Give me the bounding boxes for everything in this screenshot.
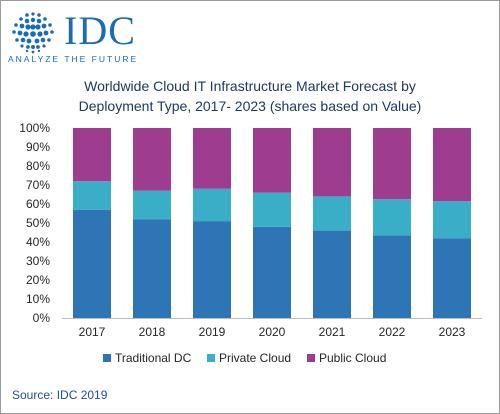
y-tick-label: 90% bbox=[26, 140, 50, 154]
logo-wordmark: IDC bbox=[64, 8, 136, 53]
bar-private-cloud bbox=[133, 190, 171, 220]
bar-private-cloud bbox=[373, 199, 411, 236]
bar-public-cloud bbox=[253, 128, 291, 193]
bar-public-cloud bbox=[373, 128, 411, 200]
x-tick-label: 2017 bbox=[79, 325, 106, 339]
bar-private-cloud bbox=[313, 196, 351, 231]
globe-icon bbox=[12, 12, 54, 54]
y-tick-label: 60% bbox=[26, 197, 50, 211]
x-tick-label: 2021 bbox=[319, 325, 346, 339]
x-tick-label: 2018 bbox=[139, 325, 166, 339]
bar-traditional-dc bbox=[433, 238, 471, 318]
x-tick-label: 2019 bbox=[199, 325, 226, 339]
x-tick-label: 2020 bbox=[259, 325, 286, 339]
bar-private-cloud bbox=[73, 181, 111, 210]
y-tick-label: 50% bbox=[26, 216, 50, 230]
bar-traditional-dc bbox=[193, 221, 231, 318]
legend-label: Traditional DC bbox=[115, 351, 192, 365]
bar-traditional-dc bbox=[73, 209, 111, 318]
bar-private-cloud bbox=[193, 188, 231, 222]
chart-title: Worldwide Cloud IT Infrastructure Market… bbox=[0, 76, 500, 116]
logo-tagline: ANALYZE THE FUTURE bbox=[8, 54, 139, 64]
chart-title-line-1: Worldwide Cloud IT Infrastructure Market… bbox=[84, 78, 416, 94]
y-tick-label: 10% bbox=[26, 292, 50, 306]
bar-traditional-dc bbox=[373, 235, 411, 318]
source-note: Source: IDC 2019 bbox=[12, 388, 108, 402]
bar-public-cloud bbox=[73, 128, 111, 182]
y-tick-label: 100% bbox=[19, 121, 50, 135]
bar-public-cloud bbox=[193, 128, 231, 189]
x-tick-label: 2023 bbox=[439, 325, 466, 339]
chart-title-line-2: Deployment Type, 2017- 2023 (shares base… bbox=[78, 98, 422, 114]
legend-swatch bbox=[103, 354, 111, 362]
bar-public-cloud bbox=[313, 128, 351, 197]
bar-private-cloud bbox=[433, 201, 471, 239]
legend-label: Public Cloud bbox=[319, 351, 386, 365]
y-tick-label: 0% bbox=[33, 311, 51, 325]
x-tick-label: 2022 bbox=[379, 325, 406, 339]
bar-traditional-dc bbox=[133, 219, 171, 318]
legend-swatch bbox=[307, 354, 315, 362]
legend-label: Private Cloud bbox=[219, 351, 291, 365]
bar-public-cloud bbox=[433, 128, 471, 202]
idc-logo: IDC ANALYZE THE FUTURE bbox=[8, 8, 148, 64]
bar-traditional-dc bbox=[253, 226, 291, 318]
bar-public-cloud bbox=[133, 128, 171, 191]
legend-swatch bbox=[207, 354, 215, 362]
bar-traditional-dc bbox=[313, 230, 351, 318]
y-tick-label: 30% bbox=[26, 254, 50, 268]
y-tick-label: 20% bbox=[26, 273, 50, 287]
y-tick-label: 70% bbox=[26, 178, 50, 192]
bar-private-cloud bbox=[253, 192, 291, 227]
y-tick-label: 80% bbox=[26, 159, 50, 173]
y-tick-label: 40% bbox=[26, 235, 50, 249]
